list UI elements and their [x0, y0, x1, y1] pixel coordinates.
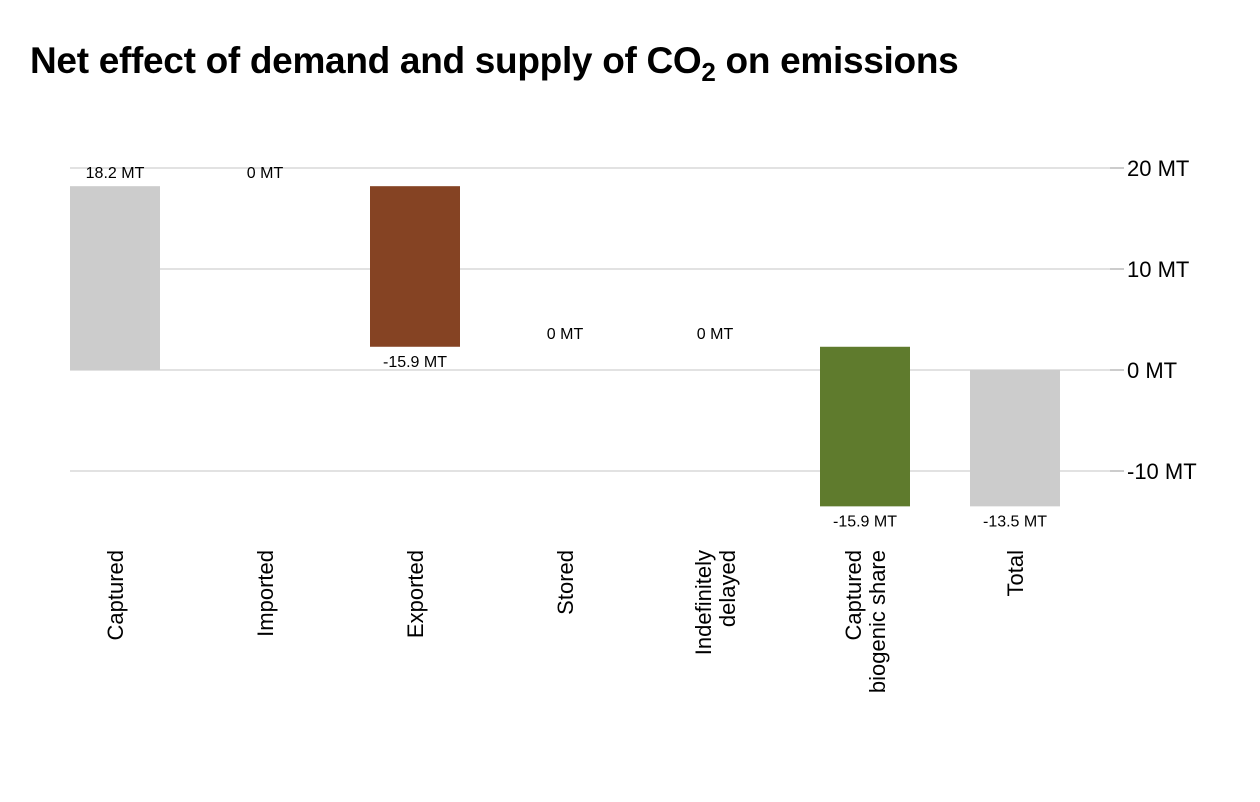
bar-layer	[70, 186, 1060, 507]
category-label-line: Indefinitely	[691, 550, 716, 655]
data-label: -15.9 MT	[833, 513, 897, 530]
grid-layer: 20 MT 10 MT 0 MT -10 MT	[70, 156, 1197, 484]
y-tick-label: 20 MT	[1127, 156, 1189, 181]
bar	[70, 186, 160, 370]
chart-title-main: Net effect of demand and supply of CO	[30, 40, 702, 81]
category-label: Stored	[553, 550, 578, 615]
category-label-line: biogenic share	[865, 550, 890, 693]
category-label-line: Captured	[841, 550, 866, 641]
chart-title: Net effect of demand and supply of CO2 o…	[30, 40, 959, 88]
category-label: Captured	[103, 550, 128, 641]
label-layer: 18.2 MT Captured 0 MT Imported -15.9 MT Expor…	[86, 165, 1048, 693]
category-label-line: delayed	[715, 550, 740, 627]
data-label: 18.2 MT	[86, 165, 145, 182]
y-tick-label: 10 MT	[1127, 257, 1189, 282]
chart-title-subscript: 2	[701, 57, 716, 87]
chart-title-tail: on emissions	[715, 40, 959, 81]
category-label-line: Exported	[403, 550, 428, 638]
category-label: Imported	[253, 550, 278, 637]
bar	[820, 346, 910, 507]
data-label: 0 MT	[247, 165, 284, 182]
data-label: 0 MT	[547, 326, 584, 343]
category-label: Indefinitely delayed	[691, 550, 740, 655]
y-tick-label: -10 MT	[1127, 459, 1197, 484]
data-label: -13.5 MT	[983, 513, 1047, 530]
data-label: 0 MT	[697, 326, 734, 343]
y-tick-label: 0 MT	[1127, 358, 1177, 383]
category-label: Exported	[403, 550, 428, 638]
data-label: -15.9 MT	[383, 354, 447, 371]
category-label-line: Imported	[253, 550, 278, 637]
category-label: Total	[1003, 550, 1028, 596]
category-label: Captured biogenic share	[841, 550, 890, 693]
category-label-line: Total	[1003, 550, 1028, 596]
category-label-line: Captured	[103, 550, 128, 641]
bar	[370, 186, 460, 347]
bar	[970, 370, 1060, 507]
category-label-line: Stored	[553, 550, 578, 615]
